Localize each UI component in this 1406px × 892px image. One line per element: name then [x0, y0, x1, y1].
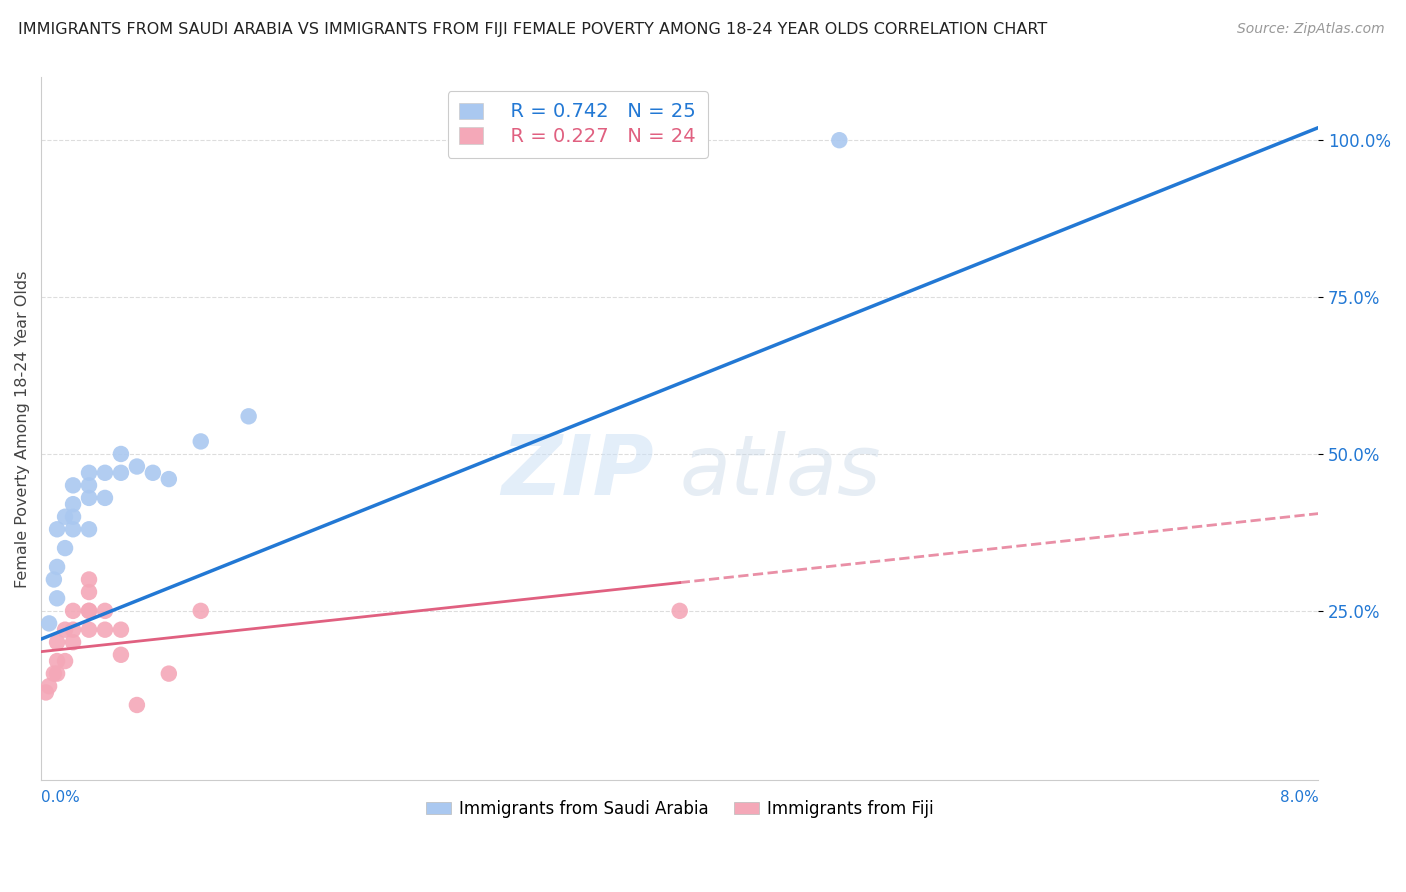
Point [668, 604, 690, 618]
Point [77, 466, 100, 480]
Point [190, 604, 212, 618]
Point [157, 666, 180, 681]
Point [53, 541, 76, 555]
Point [38, 616, 60, 631]
Point [110, 648, 132, 662]
Text: 0.0%: 0.0% [41, 789, 80, 805]
Point [157, 472, 180, 486]
Point [77, 491, 100, 505]
Point [62, 509, 84, 524]
Point [110, 623, 132, 637]
Point [110, 466, 132, 480]
Point [94, 466, 117, 480]
Point [62, 623, 84, 637]
Text: ZIP: ZIP [502, 431, 654, 511]
Text: atlas: atlas [679, 431, 882, 511]
Point [42, 666, 65, 681]
Point [35, 685, 58, 699]
Point [38, 679, 60, 693]
Point [77, 522, 100, 536]
Text: 8.0%: 8.0% [1279, 789, 1319, 805]
Point [62, 497, 84, 511]
Point [46, 635, 69, 649]
Point [828, 133, 851, 147]
Point [77, 604, 100, 618]
Point [77, 478, 100, 492]
Point [110, 447, 132, 461]
Point [62, 478, 84, 492]
Point [46, 591, 69, 606]
Legend: Immigrants from Saudi Arabia, Immigrants from Fiji: Immigrants from Saudi Arabia, Immigrants… [419, 793, 941, 825]
Point [77, 585, 100, 599]
Point [53, 623, 76, 637]
Text: IMMIGRANTS FROM SAUDI ARABIA VS IMMIGRANTS FROM FIJI FEMALE POVERTY AMONG 18-24 : IMMIGRANTS FROM SAUDI ARABIA VS IMMIGRAN… [18, 22, 1047, 37]
Point [125, 459, 148, 474]
Point [238, 409, 260, 424]
Point [77, 623, 100, 637]
Point [94, 604, 117, 618]
Text: Source: ZipAtlas.com: Source: ZipAtlas.com [1237, 22, 1385, 37]
Point [62, 522, 84, 536]
Y-axis label: Female Poverty Among 18-24 Year Olds: Female Poverty Among 18-24 Year Olds [15, 270, 30, 588]
Point [62, 635, 84, 649]
Point [94, 491, 117, 505]
Point [46, 666, 69, 681]
Point [53, 509, 76, 524]
Point [62, 604, 84, 618]
Point [42, 573, 65, 587]
Point [77, 573, 100, 587]
Point [46, 522, 69, 536]
Point [46, 654, 69, 668]
Point [190, 434, 212, 449]
Point [46, 560, 69, 574]
Point [142, 466, 165, 480]
Point [125, 698, 148, 712]
Point [94, 623, 117, 637]
Point [53, 654, 76, 668]
Point [77, 604, 100, 618]
